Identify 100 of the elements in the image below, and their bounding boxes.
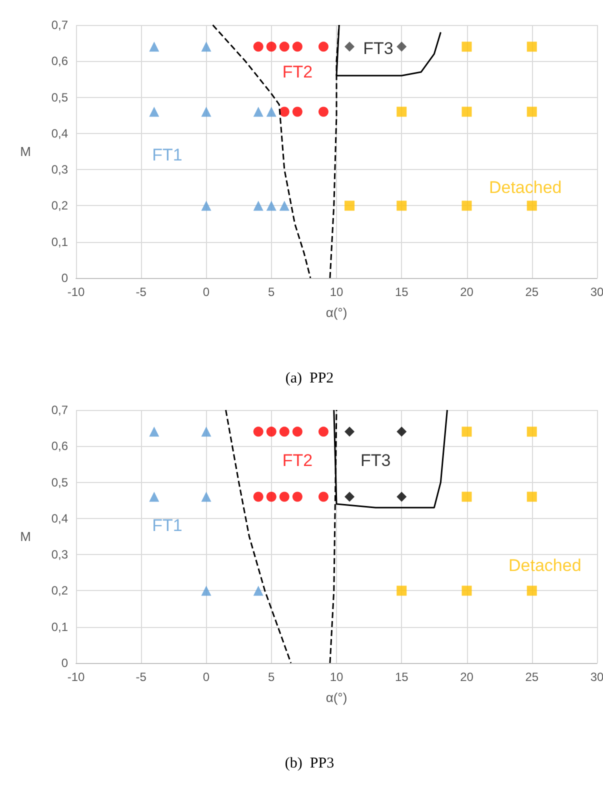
point: [201, 106, 212, 117]
point: [149, 106, 160, 117]
point: [344, 200, 355, 211]
y-tick-label: 0,6: [51, 54, 68, 68]
y-tick-label: 0,2: [51, 198, 68, 213]
point: [526, 106, 537, 117]
x-axis-title: α(°): [326, 690, 348, 705]
x-tick-label: 20: [460, 670, 474, 684]
y-axis-title: M: [20, 529, 31, 544]
y-tick-label: 0,1: [51, 620, 68, 634]
series-label: FT3: [363, 38, 394, 58]
point: [253, 200, 264, 211]
point: [201, 586, 212, 596]
point: [279, 426, 290, 437]
y-tick-label: 0,5: [51, 475, 68, 490]
point: [266, 426, 276, 437]
series-label: FT3: [360, 451, 391, 470]
line-series: [212, 24, 312, 279]
point: [253, 42, 264, 52]
point: [201, 42, 212, 52]
series-label: Detached: [508, 556, 582, 575]
x-tick-label: 10: [330, 285, 344, 299]
point: [253, 492, 264, 502]
point: [462, 42, 472, 52]
x-tick-label: -10: [67, 670, 85, 684]
point: [526, 586, 537, 596]
y-tick-label: 0,4: [51, 511, 68, 526]
x-tick-label: 5: [268, 670, 276, 684]
text: (a) PP2: [285, 370, 334, 386]
y-tick-label: 0,3: [51, 548, 68, 562]
point: [149, 42, 160, 52]
x-tick-label: 5: [268, 285, 276, 299]
y-tick-label: 0,2: [51, 584, 68, 598]
point: [344, 42, 355, 52]
point: [396, 42, 407, 52]
point: [396, 106, 407, 117]
point: [396, 586, 407, 596]
point: [526, 426, 537, 437]
y-tick-label: 0: [61, 656, 68, 670]
point: [253, 426, 264, 437]
point: [266, 200, 276, 211]
x-tick-label: 0: [202, 285, 210, 299]
x-tick-label: -5: [136, 285, 147, 299]
point: [462, 106, 472, 117]
point: [266, 42, 276, 52]
point: [149, 426, 160, 437]
point: [396, 200, 407, 211]
y-tick-label: 0,3: [51, 162, 68, 177]
point: [253, 106, 264, 117]
series-label: FT1: [152, 516, 182, 536]
y-axis-title: M: [20, 144, 31, 159]
x-tick-label: 0: [202, 670, 210, 684]
point: [292, 42, 302, 52]
point: [344, 426, 355, 437]
point: [279, 492, 290, 502]
point: [292, 106, 302, 117]
point: [201, 200, 212, 211]
y-tick-label: 0,5: [51, 90, 68, 104]
x-tick-label: 25: [525, 285, 539, 299]
point: [149, 492, 160, 502]
point: [318, 492, 328, 502]
point: [201, 426, 212, 437]
x-tick-label: 15: [394, 670, 409, 684]
y-tick-label: 0,7: [51, 403, 68, 417]
y-tick-label: 0,6: [51, 439, 68, 454]
x-tick-label: 15: [394, 285, 409, 299]
point: [462, 492, 472, 502]
point: [462, 426, 472, 437]
point: [266, 106, 276, 117]
point: [201, 492, 212, 502]
x-tick-label: 25: [525, 670, 539, 684]
series-label: Detached: [488, 178, 562, 198]
point: [292, 492, 302, 502]
point: [318, 42, 328, 52]
y-tick-label: 0: [61, 271, 68, 285]
x-axis-title: α(°): [326, 305, 348, 320]
point: [292, 426, 302, 437]
point: [526, 200, 537, 211]
point: [279, 106, 290, 117]
point: [253, 586, 264, 596]
point: [266, 492, 276, 502]
point: [318, 426, 328, 437]
text: (b) PP3: [284, 756, 334, 772]
point: [462, 586, 472, 596]
x-tick-label: 20: [460, 285, 474, 299]
x-tick-label: 30: [590, 285, 603, 299]
point: [279, 200, 290, 211]
series-label: FT1: [152, 146, 182, 165]
point: [344, 492, 355, 502]
point: [462, 200, 472, 211]
x-tick-label: 30: [590, 670, 603, 684]
point: [526, 492, 537, 502]
x-tick-label: -5: [136, 670, 147, 684]
point: [279, 42, 290, 52]
point: [396, 426, 407, 437]
series-label: FT2: [282, 451, 313, 470]
y-tick-label: 0,7: [51, 18, 68, 32]
y-tick-label: 0,4: [51, 126, 68, 140]
point: [318, 106, 328, 117]
x-tick-label: 10: [330, 670, 344, 684]
